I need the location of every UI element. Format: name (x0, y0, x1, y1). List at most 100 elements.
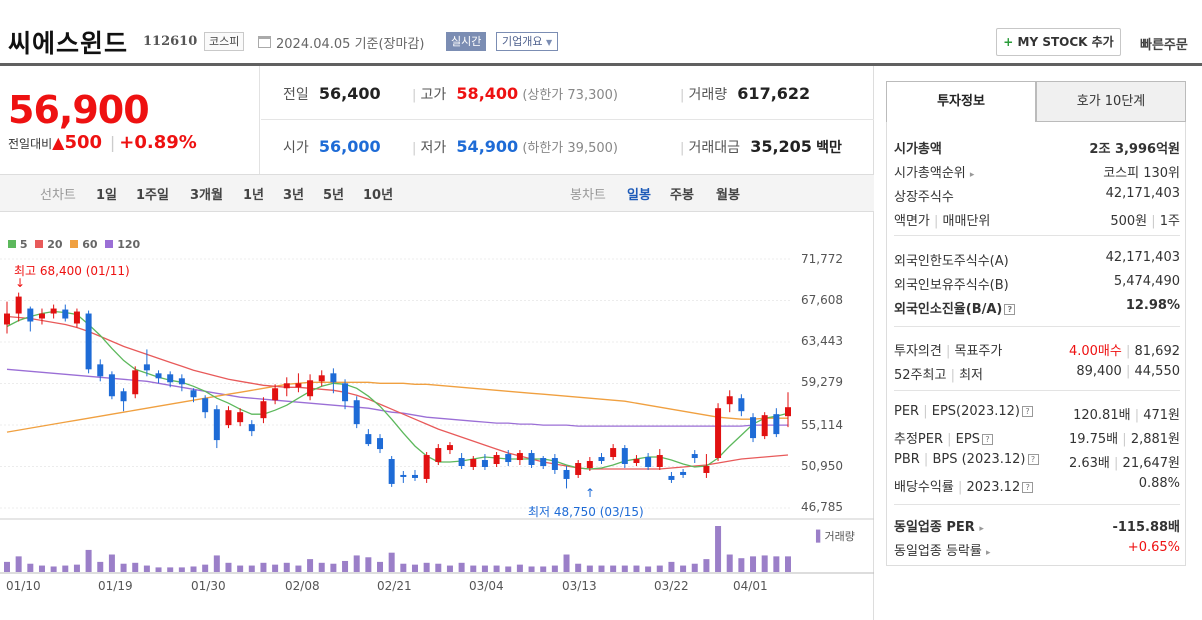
volume-bar (563, 554, 570, 572)
volume-bar (645, 566, 652, 572)
prev-close-label: 전일 (283, 87, 309, 103)
period-10y[interactable]: 10년 (363, 188, 394, 203)
sector-rate-label: 동일업종 등락률 (894, 544, 982, 559)
bps-value: 21,647원 (1122, 456, 1180, 471)
divider (894, 326, 1180, 327)
amount-label: 거래대금 (688, 140, 741, 156)
volume-bar (540, 566, 547, 572)
candle-daily[interactable]: 일봉 (627, 188, 651, 203)
quick-order-link[interactable]: 빠른주문 (1140, 38, 1188, 53)
sector-per-row[interactable]: 동일업종 PER ▸ -115.88배 (894, 512, 1180, 536)
y-tick: 67,608 (801, 293, 843, 307)
candle-body (237, 412, 244, 423)
week52-row: 52주최고 | 최저 89,400 | 44,550 (894, 364, 1180, 383)
volume-bar (318, 562, 325, 572)
period-1y[interactable]: 1년 (243, 188, 265, 203)
x-tick: 03/22 (654, 579, 689, 593)
candle-body (202, 398, 209, 413)
prev-close-value: 56,400 (318, 84, 381, 103)
line-chart-label: 선차트 (40, 188, 76, 203)
candle-body (680, 471, 687, 475)
candle-body (318, 375, 325, 382)
volume-bar (703, 559, 710, 572)
volume-bar (750, 556, 757, 572)
candle-body (738, 398, 745, 412)
company-overview-dropdown[interactable]: 기업개요 ▼ (496, 32, 559, 51)
volume-bar (27, 563, 34, 572)
period-3m[interactable]: 3개월 (190, 188, 223, 203)
volume-bar (132, 562, 139, 572)
help-icon[interactable]: ? (1027, 454, 1039, 465)
candle-body (458, 458, 465, 466)
candle-body (342, 383, 349, 402)
cap-rank-row[interactable]: 시가총액순위 ▸ 코스피 130위 (894, 158, 1180, 182)
high-value: 58,400 (456, 84, 519, 103)
ma-legend: 5 20 60 120 (8, 238, 140, 251)
market-badge: 코스피 (204, 32, 245, 51)
est-per-row: 추정PER | EPS? 19.75배 | 2,881원 (894, 432, 1180, 447)
x-tick: 03/04 (469, 579, 504, 593)
period-1w[interactable]: 1주일 (136, 188, 169, 203)
volume-bar (225, 562, 232, 572)
period-1d[interactable]: 1일 (96, 188, 118, 203)
y-tick: 46,785 (801, 500, 843, 514)
volume-bar (237, 565, 244, 572)
shares-label: 상장주식수 (894, 190, 954, 205)
ma120-label: 120 (117, 238, 141, 251)
volume-legend-label: 거래량 (824, 530, 855, 543)
par-label: 액면가 (894, 214, 930, 229)
help-icon[interactable]: ? (1004, 304, 1016, 315)
tab-quote-10[interactable]: 호가 10단계 (1036, 81, 1186, 122)
chevron-right-icon: ▸ (986, 548, 991, 558)
volume-bar (516, 564, 523, 572)
candle-body (703, 465, 710, 473)
foreign-limit-row: 외국인한도주식수(A) 42,171,403 (894, 246, 1180, 270)
my-stock-add-button[interactable]: + MY STOCK 추가 (996, 28, 1121, 56)
target-value: 81,692 (1134, 344, 1181, 359)
candle-body (27, 308, 34, 322)
volume-bar (97, 561, 104, 572)
candle-body (610, 448, 617, 458)
company-overview-label: 기업개요 (502, 35, 543, 48)
low-label: 저가 (420, 140, 447, 156)
candle-body (260, 401, 267, 419)
up-arrow-icon: ▲ (52, 133, 65, 152)
candle-weekly[interactable]: 주봉 (670, 188, 694, 203)
volume-bar (586, 565, 593, 572)
sector-rate-row[interactable]: 동일업종 등락률 ▸ +0.65% (894, 536, 1180, 560)
help-icon[interactable]: ? (1022, 482, 1034, 493)
market-cap-row: 시가총액 2조 3,996억원 (894, 134, 1180, 158)
week52-high-label: 52주최고 (894, 368, 947, 383)
ma120-swatch (105, 240, 114, 248)
help-icon[interactable]: ? (981, 434, 993, 445)
candle-body (365, 434, 372, 445)
stock-code: 112610 (143, 34, 198, 49)
candle-body (691, 454, 698, 459)
help-icon[interactable]: ? (1021, 406, 1033, 417)
volume-bar (342, 560, 349, 572)
tab-investment-info[interactable]: 투자정보 (886, 81, 1036, 122)
prev-close: 전일 56,400 (283, 84, 381, 104)
candle-body (470, 459, 477, 467)
sector-per-value: -115.88배 (1112, 520, 1180, 535)
open-value: 56,000 (318, 137, 381, 156)
volume-bar (213, 555, 220, 572)
candle-body (190, 390, 197, 398)
my-stock-label: MY STOCK 추가 (1017, 35, 1114, 49)
change-percent: +0.89% (119, 132, 197, 153)
lower-limit-value: 39,500) (567, 141, 618, 156)
cap-rank-label: 시가총액순위 (894, 166, 966, 181)
price-chart[interactable] (0, 212, 874, 620)
volume-bar (167, 567, 174, 572)
week52-high-value: 89,400 (1076, 364, 1122, 379)
volume-bar (493, 565, 500, 572)
period-5y[interactable]: 5년 (323, 188, 345, 203)
market-cap-label: 시가총액 (894, 142, 942, 157)
volume-bar (738, 558, 745, 572)
realtime-badge[interactable]: 실시간 (446, 32, 487, 51)
volume-bar (423, 562, 430, 572)
lower-limit-label: (하한가 (522, 141, 564, 156)
period-3y[interactable]: 3년 (283, 188, 305, 203)
bps-label: BPS (2023.12) (932, 452, 1026, 467)
candle-monthly[interactable]: 월봉 (716, 188, 740, 203)
